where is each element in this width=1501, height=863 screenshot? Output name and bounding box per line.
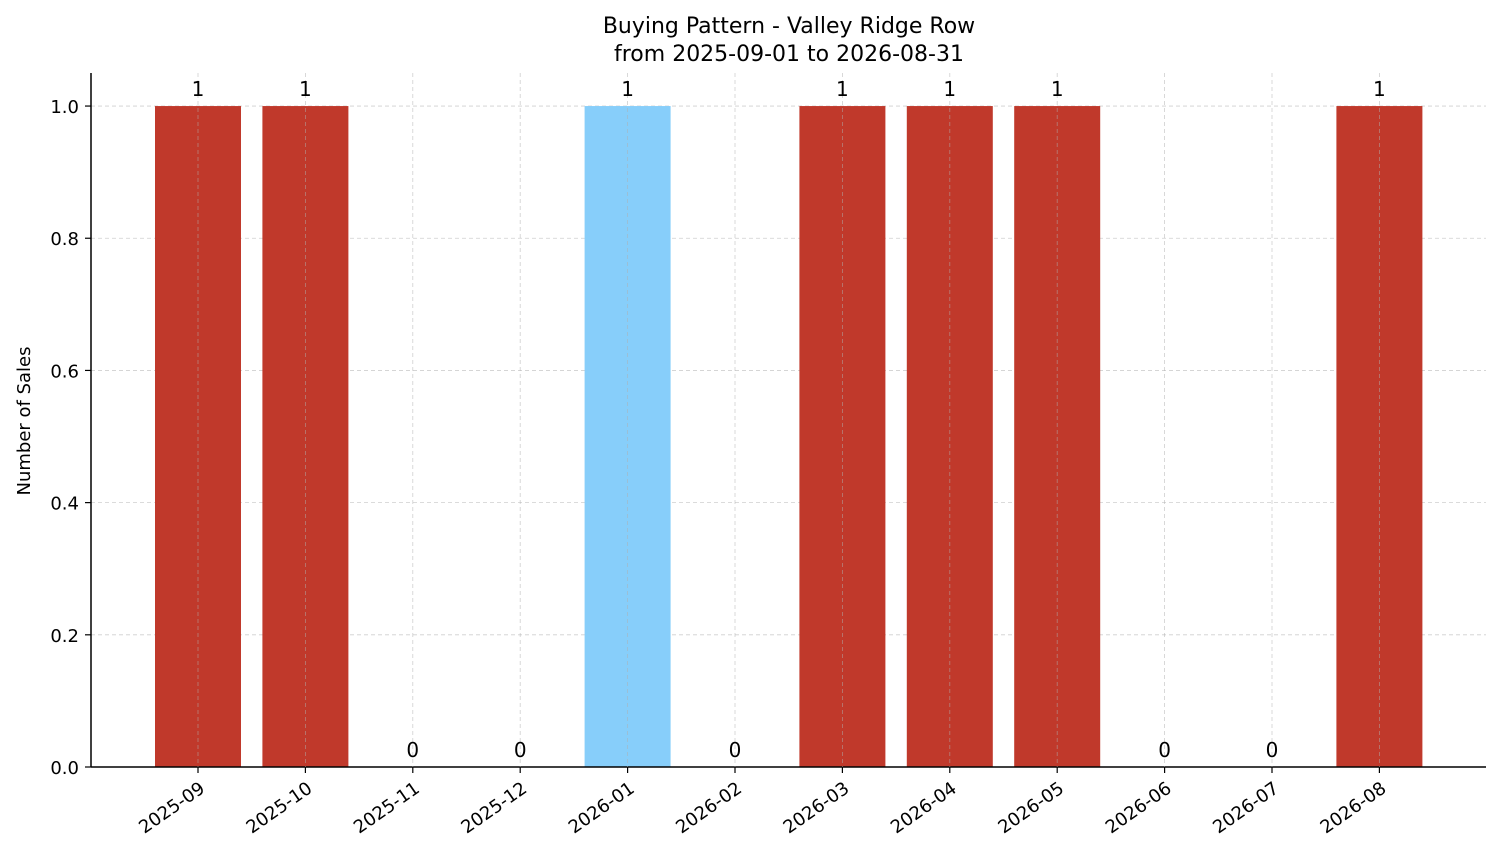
- bar-value-label: 1: [192, 77, 205, 101]
- x-tick-label: 2025-12: [457, 778, 531, 838]
- bar-value-label: 1: [943, 77, 956, 101]
- bar-2026-01: [584, 106, 671, 768]
- x-tick-label: 2026-05: [994, 778, 1068, 838]
- y-tick-label: 1.0: [50, 97, 79, 118]
- y-tick-label: 0.4: [50, 494, 79, 515]
- x-tick-label: 2026-08: [1317, 778, 1391, 838]
- bar-value-label: 1: [1373, 77, 1386, 101]
- bar-value-label: 0: [1266, 738, 1279, 762]
- x-tick-label: 2026-01: [565, 778, 639, 838]
- bar-2026-08: [1336, 106, 1423, 768]
- x-tick-label: 2025-09: [135, 778, 209, 838]
- bar-2026-04: [906, 106, 993, 768]
- y-tick-label: 0.0: [50, 758, 79, 779]
- chart-subtitle: from 2025-09-01 to 2026-08-31: [614, 42, 964, 67]
- x-tick-label: 2025-11: [350, 778, 424, 838]
- bar-value-label: 1: [836, 77, 849, 101]
- y-tick-label: 0.6: [50, 361, 79, 382]
- bar-2026-03: [799, 106, 886, 768]
- x-tick-label: 2025-10: [243, 778, 317, 838]
- bar-layer: [155, 106, 1423, 768]
- bar-value-label: 0: [514, 738, 527, 762]
- label-layer: 1 1 0 0 1 0 1 1 1 0 0 1: [192, 73, 1386, 767]
- x-tick-label: 2026-03: [780, 778, 854, 838]
- chart-title: Buying Pattern - Valley Ridge Row: [603, 14, 975, 39]
- bar-2026-05: [1014, 106, 1101, 768]
- bar-value-label: 1: [621, 77, 634, 101]
- y-axis-label: Number of Sales: [14, 346, 35, 495]
- y-tick-label: 0.2: [50, 626, 79, 647]
- x-tick-label: 2026-04: [887, 778, 961, 838]
- x-tick-label: 2026-06: [1102, 778, 1176, 838]
- bar-value-label: 0: [1158, 738, 1171, 762]
- x-tick-label: 2026-02: [672, 778, 746, 838]
- bar-value-label: 0: [729, 738, 742, 762]
- x-tick-label: 2026-07: [1209, 778, 1283, 838]
- bar-2025-09: [155, 106, 241, 768]
- bar-value-label: 1: [1051, 77, 1064, 101]
- bar-2025-10: [262, 106, 349, 768]
- bar-value-label: 0: [406, 738, 419, 762]
- bar-value-label: 1: [299, 77, 312, 101]
- y-tick-label: 0.8: [50, 229, 79, 250]
